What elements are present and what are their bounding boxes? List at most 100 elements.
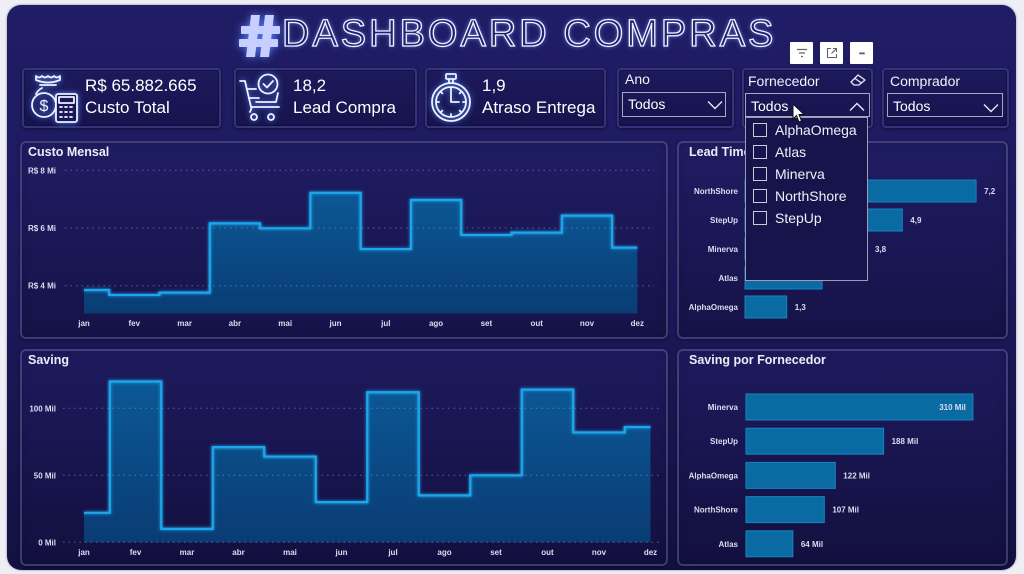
x-tick-label: mar [180,548,195,557]
x-tick-label: nov [580,319,595,328]
kpi-value-atraso-entrega: 1,9 [482,76,506,95]
series-line[interactable] [84,191,638,297]
chart-custo-mensal[interactable]: Custo Mensal R$ 4 Mi R$ 6 Mi R$ 8 Mi jan fev… [20,141,668,339]
category-label: StepUp [710,216,738,225]
kpi-label-custo-total: Custo Total [85,98,170,117]
x-tick-label: out [530,319,543,328]
fornecedor-option[interactable]: AlphaOmega [746,119,867,141]
more-options-icon: ••• [858,48,865,58]
checkbox[interactable] [753,123,767,137]
chevron-up-icon [849,102,865,111]
category-label: NorthShore [694,506,739,515]
x-tick-label: jun [329,319,342,328]
filter-button[interactable] [790,42,813,64]
data-label: 1,3 [795,303,807,312]
data-label: 4,9 [910,216,922,225]
chart-title: Saving por Fornecedor [689,353,826,367]
checkbox[interactable] [753,211,767,225]
series-line[interactable] [84,380,651,530]
y-tick-label: R$ 8 Mi [28,166,56,175]
option-label: StepUp [775,210,822,226]
slicer-fornecedor-dropdown[interactable]: Todos [745,93,870,117]
option-label: NorthShore [775,188,847,204]
checkbox[interactable] [753,167,767,181]
category-label: NorthShore [694,187,739,196]
mouse-cursor-icon [792,103,806,123]
data-label: 3,8 [875,245,887,254]
x-tick-label: jun [335,548,348,557]
x-tick-label: dez [631,319,644,328]
bar[interactable] [745,530,794,558]
chart-saving[interactable]: Saving 0 Mil 50 Mil 100 Mil jan fev mar abr mai… [20,349,668,566]
x-tick-label: jul [380,319,390,328]
kpi-label-lead-compra: Lead Compra [293,98,397,117]
step-area-chart[interactable]: 0 Mil 50 Mil 100 Mil jan fev mar abr mai jun jul a… [20,349,668,566]
x-tick-label: ago [437,548,451,557]
bar[interactable] [745,393,974,421]
checkbox[interactable] [753,189,767,203]
focus-mode-button[interactable] [820,42,843,64]
checkbox[interactable] [753,145,767,159]
category-label: Minerva [708,403,739,412]
x-tick-label: mai [278,319,292,328]
fornecedor-dropdown-list[interactable]: AlphaOmega Atlas Minerva NorthShore Step… [745,117,868,281]
eraser-icon[interactable] [849,73,867,87]
kpi-value-custo-total: R$ 65.882.665 [85,76,197,95]
step-area-chart[interactable]: R$ 4 Mi R$ 6 Mi R$ 8 Mi jan fev mar abr mai jun j… [20,141,668,339]
slicer-comprador-label: Comprador [890,73,961,89]
x-tick-label: abr [232,548,244,557]
horizontal-bar-chart[interactable]: Minerva 310 Mil StepUp 188 Mil AlphaOmega 122… [677,349,1008,566]
page-title: DASHBOARD COMPRAS [281,12,777,55]
data-label: 7,2 [984,187,996,196]
slicer-ano [617,68,734,128]
category-label: StepUp [710,437,738,446]
x-tick-label: jan [77,548,90,557]
bar[interactable] [745,496,825,524]
x-tick-label: nov [592,548,607,557]
area-fill[interactable] [84,192,638,314]
chart-title: Saving [28,353,69,367]
option-label: Atlas [775,144,807,160]
x-tick-label: set [490,548,502,557]
category-label: Minerva [708,245,739,254]
data-label: 122 Mil [843,471,870,480]
x-tick-label: dez [644,548,657,557]
svg-text:$: $ [40,98,49,115]
category-label: AlphaOmega [689,303,739,312]
bar[interactable] [744,295,788,319]
fornecedor-option[interactable]: Minerva [746,163,867,185]
chart-title: Custo Mensal [28,145,110,159]
y-tick-label: R$ 6 Mi [28,224,56,233]
x-tick-label: mai [283,548,297,557]
x-tick-label: abr [229,319,241,328]
fornecedor-option[interactable]: Atlas [746,141,867,163]
y-tick-label: 0 Mil [38,538,56,547]
x-tick-label: out [541,548,554,557]
stopwatch-icon [431,73,471,122]
data-label: 107 Mil [832,506,859,515]
y-tick-label: 100 Mil [29,404,56,413]
option-label: Minerva [775,166,825,182]
slicer-ano-dropdown[interactable]: Todos [622,92,726,117]
fornecedor-option[interactable]: NorthShore [746,185,867,207]
chart-saving-fornecedor[interactable]: Saving por Fornecedor Minerva 310 Mil Step… [677,349,1008,566]
chevron-down-icon [983,104,999,113]
slicer-fornecedor-label: Fornecedor [748,73,820,89]
data-label: 64 Mil [801,540,823,549]
x-tick-label: jan [77,319,90,328]
money-bag-calculator-icon: $ [31,75,78,123]
slicer-comprador-dropdown[interactable]: Todos [887,93,1003,117]
chevron-down-icon [707,101,723,110]
category-label: Atlas [718,274,738,283]
y-tick-label: R$ 4 Mi [28,282,56,291]
x-tick-label: mar [177,319,192,328]
bar[interactable] [745,427,885,455]
fornecedor-option[interactable]: StepUp [746,207,867,229]
slicer-ano-label: Ano [625,71,650,87]
kpi-value-lead-compra: 18,2 [293,76,327,95]
option-label: AlphaOmega [775,122,857,138]
bar[interactable] [745,461,836,489]
kpi-card-lead-compra[interactable] [234,68,417,128]
more-options-button[interactable]: ••• [850,42,873,64]
